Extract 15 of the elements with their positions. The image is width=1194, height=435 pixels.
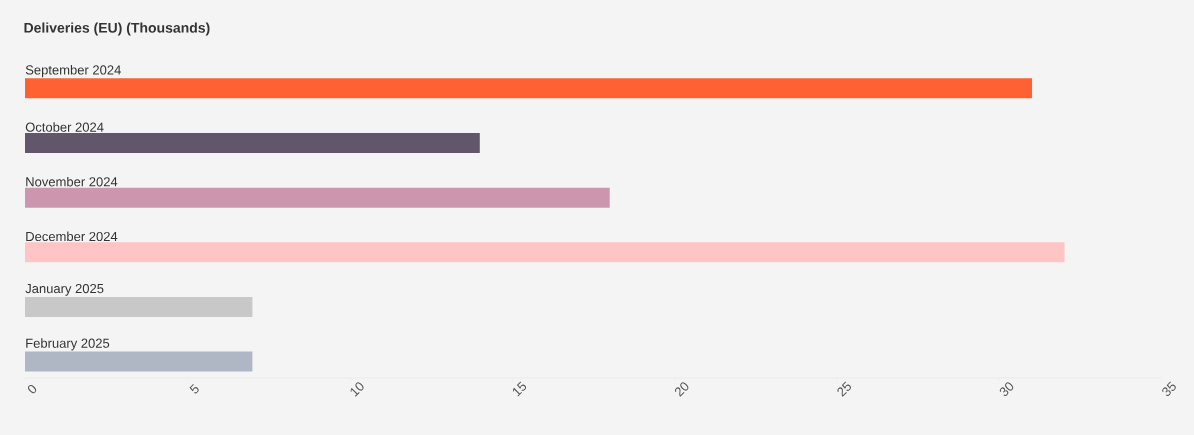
x-tick-label: 5 [189,384,199,394]
y-tick-label: October 2024 [25,122,104,132]
x-tick-label: 25 [837,381,851,397]
y-tick-label: November 2024 [26,176,118,187]
y-tick-label: December 2024 [26,231,118,242]
x-tick-label: 15 [512,381,527,397]
y-tick-label: February 2025 [26,338,110,351]
x-tick-label: 0 [27,384,37,394]
chart-title: Deliveries (EU) (Thousands) [24,22,210,36]
x-tick-label: 10 [350,382,364,397]
x-tick-label: 30 [999,382,1014,396]
x-tick-label: 20 [674,382,689,397]
x-tick-label: 35 [1162,381,1176,396]
y-tick-label: September 2024 [25,65,121,78]
y-tick-label: January 2025 [25,283,104,296]
